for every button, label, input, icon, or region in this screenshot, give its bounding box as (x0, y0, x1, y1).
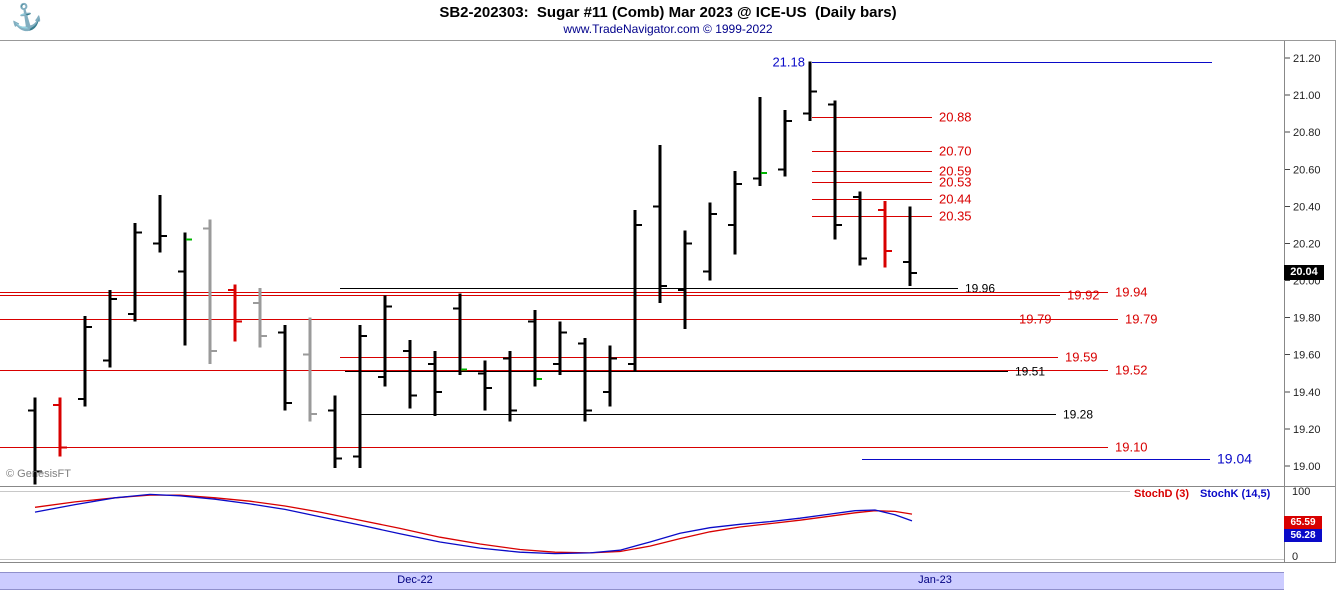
price-axis-label: 19.40 (1293, 387, 1321, 399)
stoch-k-value-badge: 56.28 (1284, 529, 1322, 542)
date-axis[interactable]: Dec-22 Jan-23 (0, 572, 1284, 590)
chart-header: ⚓ SB2-202303: Sugar #11 (Comb) Mar 2023 … (0, 0, 1336, 40)
stoch-axis-max-label: 100 (1292, 486, 1311, 498)
level-label: 19.59 (1065, 350, 1098, 365)
level-label: 19.10 (1115, 440, 1148, 455)
last-price-badge: 20.04 (1284, 265, 1324, 280)
level-label: 19.28 (1063, 408, 1093, 422)
level-label: 19.79 (1125, 312, 1158, 327)
level-label: 19.04 (1217, 451, 1252, 467)
price-axis-label: 20.60 (1293, 164, 1321, 176)
level-label: 20.53 (939, 175, 972, 190)
price-axis-label: 19.80 (1293, 313, 1321, 325)
level-label: 19.52 (1115, 363, 1148, 378)
level-label: 19.96 (965, 282, 995, 296)
stoch-d-line (34, 494, 913, 554)
level-label: 21.18 (772, 55, 805, 70)
stoch-k-legend[interactable]: StochK (14,5) (1200, 488, 1271, 500)
level-label: 19.94 (1115, 285, 1148, 300)
price-axis-label: 20.20 (1293, 238, 1321, 250)
price-axis-label: 19.20 (1293, 424, 1321, 436)
date-label: Dec-22 (397, 574, 433, 586)
stoch-d-legend[interactable]: StochD (3) (1134, 488, 1189, 500)
price-axis-label: 21.00 (1293, 90, 1321, 102)
level-label: 20.59 (939, 164, 972, 179)
stoch-axis-min-label: 0 (1292, 551, 1299, 563)
price-axis-label: 19.60 (1293, 350, 1321, 362)
genesis-watermark: © GenesisFT (6, 468, 71, 480)
price-axis-label: 21.20 (1293, 53, 1321, 65)
level-label: 20.35 (939, 209, 972, 224)
level-label: 19.51 (1015, 365, 1045, 379)
level-label: 20.44 (939, 192, 972, 207)
price-axis-label: 19.00 (1293, 461, 1321, 473)
stoch-k-line (34, 493, 913, 555)
chart-subtitle: www.TradeNavigator.com © 1999-2022 (563, 22, 773, 36)
price-axis-label: 20.40 (1293, 201, 1321, 213)
level-label: 19.92 (1067, 288, 1100, 303)
level-label: 20.88 (939, 110, 972, 125)
level-label: 20.70 (939, 144, 972, 159)
date-label: Jan-23 (918, 574, 952, 586)
stoch-d-value-badge: 65.59 (1284, 516, 1322, 529)
price-axis-label: 20.80 (1293, 127, 1321, 139)
chart-title: SB2-202303: Sugar #11 (Comb) Mar 2023 @ … (439, 4, 897, 21)
